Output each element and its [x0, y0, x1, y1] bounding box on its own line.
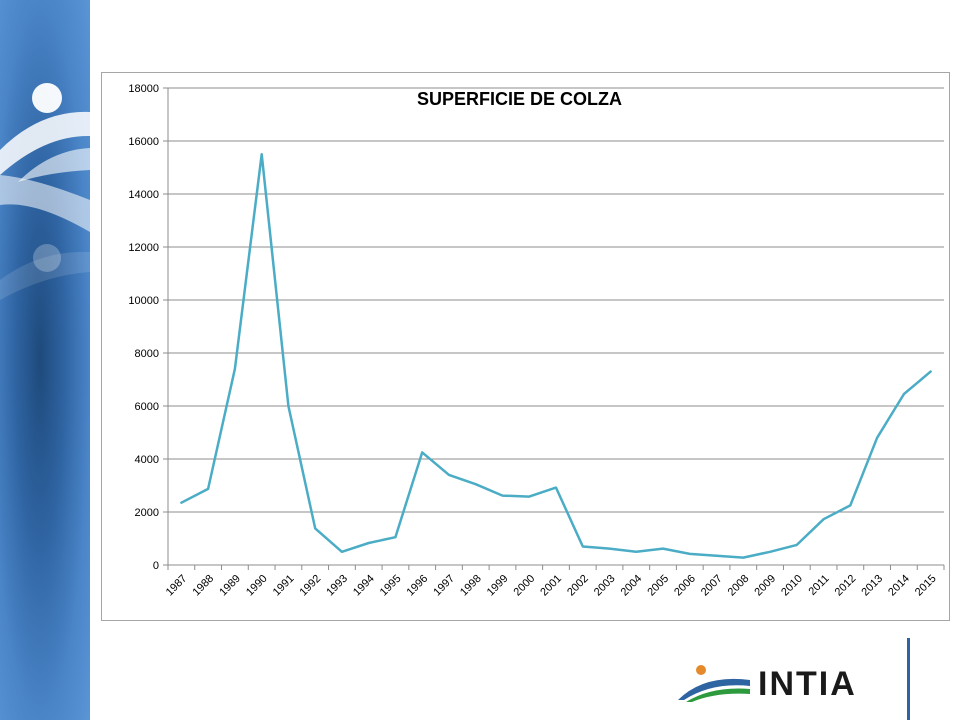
- x-tick-label: 1988: [190, 573, 216, 599]
- x-tick-label: 2010: [779, 573, 805, 599]
- y-tick-labels: 0 2000 4000 6000 8000 10000 12000 14000 16000 180…: [128, 83, 159, 572]
- x-tick-label: 2000: [512, 573, 538, 599]
- y-tick-label: 8000: [135, 348, 159, 360]
- series-line: [180, 153, 932, 559]
- grid-lines: [168, 87, 944, 513]
- sidebar-decoration: [0, 0, 90, 720]
- x-tick-label: 2011: [806, 573, 831, 598]
- x-tick-label: 1991: [271, 573, 297, 599]
- swoosh-graphic: [0, 83, 90, 300]
- x-tick-label: 1990: [244, 573, 270, 599]
- y-tick-label: 0: [153, 560, 159, 572]
- x-tick-label: 2004: [619, 573, 645, 599]
- y-tick-label: 18000: [128, 83, 159, 95]
- x-tick-label: 2003: [592, 573, 618, 599]
- x-tick-label: 2005: [645, 573, 671, 599]
- intia-logo: INTIA: [676, 660, 886, 708]
- y-tick-label: 10000: [128, 295, 159, 307]
- x-tick-label: 1987: [164, 573, 190, 599]
- x-tick-label: 1995: [378, 573, 404, 599]
- x-tick-label: 1998: [458, 573, 484, 599]
- x-tick-label: 2014: [886, 573, 912, 599]
- x-tick-label: 1993: [324, 573, 350, 599]
- x-tick-label: 2008: [726, 573, 752, 599]
- y-tick-label: 4000: [135, 454, 159, 466]
- y-tick-label: 2000: [135, 507, 159, 519]
- x-tick-label: 2001: [538, 573, 564, 599]
- x-tick-label: 2012: [833, 573, 859, 599]
- y-tick-label: 16000: [128, 136, 159, 148]
- x-tick-label: 2006: [672, 573, 698, 599]
- x-tick-label: 1992: [297, 573, 323, 599]
- divider-line: [907, 638, 910, 720]
- logo-text: INTIA: [758, 665, 857, 703]
- x-tick-label: 1994: [351, 573, 377, 599]
- x-tick-label: 1999: [485, 573, 511, 599]
- chart-title: SUPERFICIE DE COLZA: [417, 89, 623, 109]
- x-tick-label: 2009: [752, 573, 778, 599]
- x-tick-label: 1997: [431, 573, 457, 599]
- y-tick-label: 12000: [128, 242, 159, 254]
- axes: [163, 87, 945, 570]
- x-tick-label: 2007: [699, 573, 725, 599]
- y-tick-label: 6000: [135, 401, 159, 413]
- chart-frame: [101, 72, 950, 621]
- x-tick-label: 1989: [217, 573, 243, 599]
- series-group: [180, 153, 932, 559]
- y-tick-label: 14000: [128, 189, 159, 201]
- x-tick-label: 2013: [859, 573, 885, 599]
- x-tick-label: 2002: [565, 573, 591, 599]
- logo-swoosh-icon: [678, 665, 750, 702]
- x-tick-labels: 1987 1988 1989 1990 1991 1992 1993 1994 1995 1996…: [164, 573, 939, 599]
- x-tick-label: 2015: [913, 573, 939, 599]
- x-tick-label: 1996: [405, 573, 431, 599]
